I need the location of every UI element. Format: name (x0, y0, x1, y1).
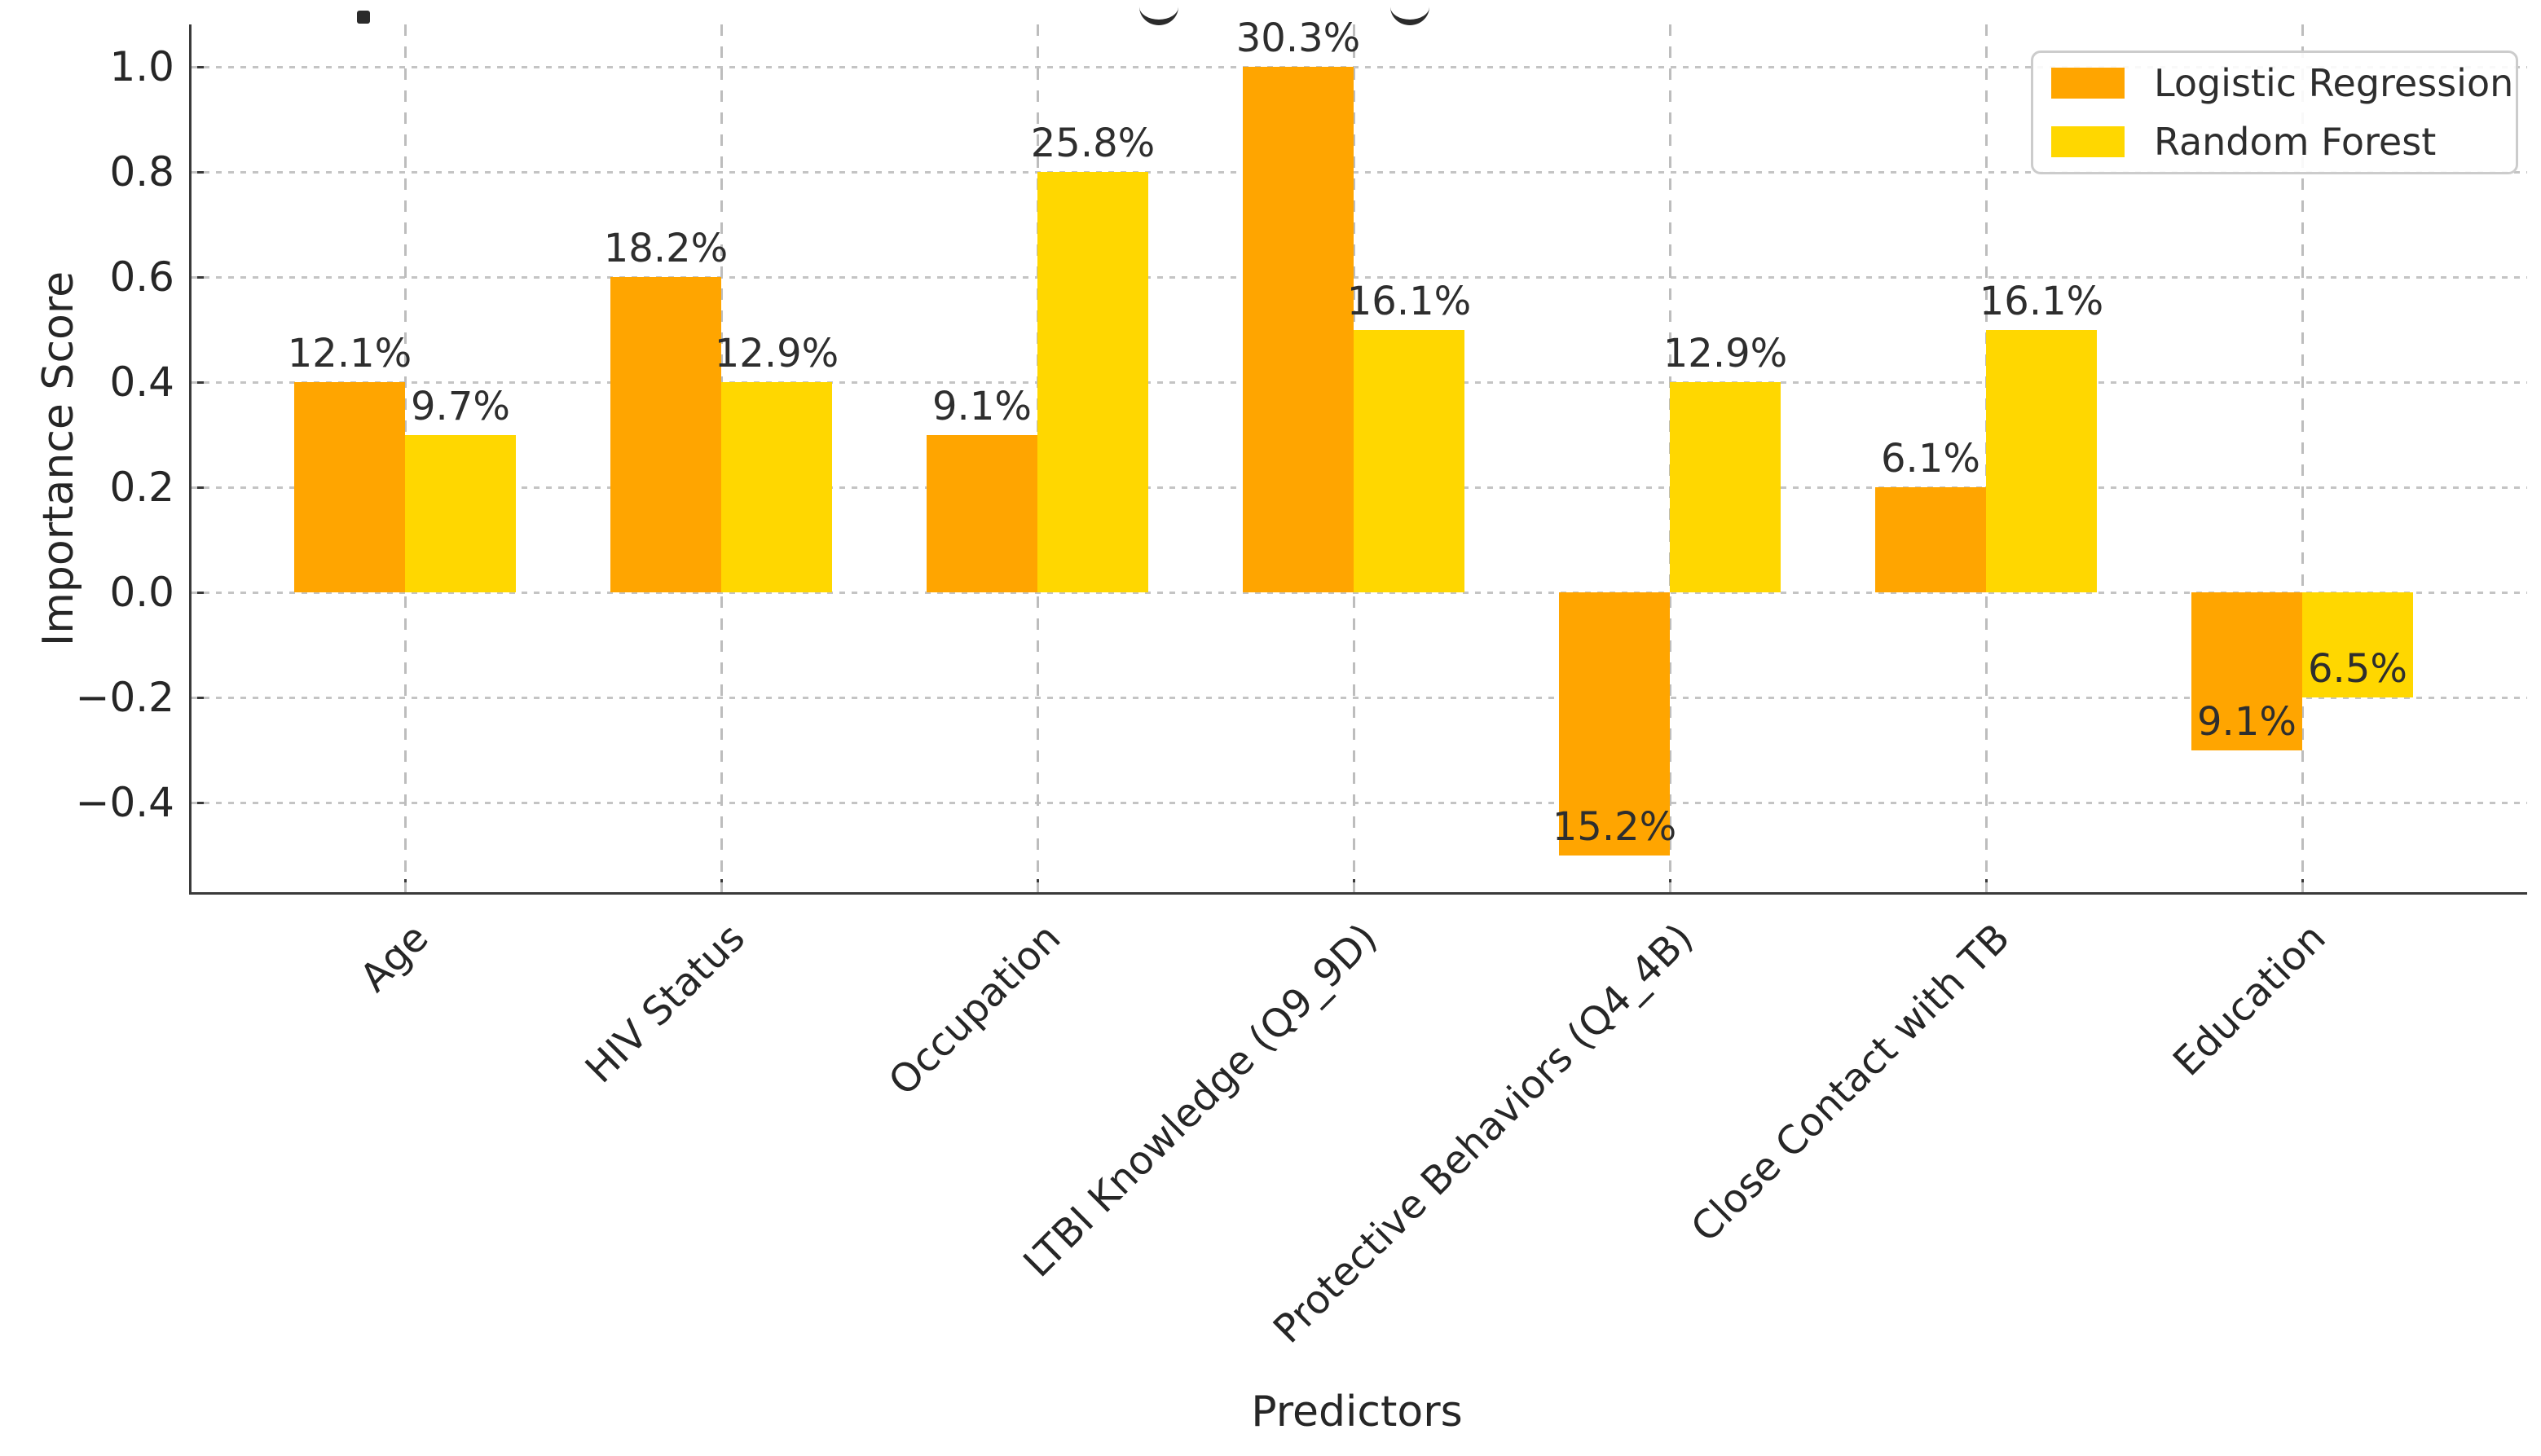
bar-value-label: 25.8% (1030, 121, 1156, 166)
plot-area: 12.1% 18.2% 9.1% 30.3% 15.2% 6.1% 9.1% 9.7% 12.9… (189, 15, 2527, 895)
bar-random-forest (1986, 329, 2097, 592)
cropped-title-remnant (1390, 5, 1429, 25)
y-gridline (192, 66, 2527, 68)
cropped-title-remnant (357, 11, 370, 24)
bar-value-label: 12.9% (1662, 331, 1788, 376)
bar-value-label: 6.5% (2308, 646, 2407, 692)
legend-item-logistic-regression: Logistic Regression (2051, 61, 2513, 105)
bar-random-forest (1670, 382, 1781, 592)
bar-random-forest (2302, 592, 2413, 697)
bar-value-label: 6.1% (1881, 436, 1980, 482)
bar-value-label: 30.3% (1235, 15, 1361, 61)
cropped-title-remnant (1139, 5, 1178, 25)
bar-random-forest (1354, 329, 1464, 592)
y-gridline (192, 802, 2527, 804)
x-axis-title: Predictors (1251, 1388, 1463, 1436)
x-tick-label-text: HIV Status (576, 915, 754, 1093)
x-gridline (2301, 24, 2304, 892)
y-gridline (192, 171, 2527, 174)
y-tick-label: 0.6 (109, 253, 174, 301)
y-gridline (192, 276, 2527, 279)
legend-item-random-forest: Random Forest (2051, 120, 2498, 164)
bar-value-label: 15.2% (1552, 803, 1677, 850)
bar-logistic-regression (1559, 592, 1670, 856)
bar-logistic-regression (294, 382, 405, 592)
y-gridline (192, 697, 2527, 699)
bar-logistic-regression (610, 277, 721, 592)
bar-value-label: 12.9% (714, 331, 839, 376)
y-tick-label: 0.2 (109, 464, 174, 511)
legend-swatch-logistic-regression (2051, 68, 2125, 99)
bar-value-label: 9.1% (2197, 698, 2297, 745)
legend-label-random-forest: Random Forest (2154, 120, 2437, 164)
bar-value-label: 12.1% (287, 331, 412, 376)
bar-logistic-regression (2191, 592, 2302, 750)
y-tick-label: 0.4 (109, 359, 174, 406)
bar-random-forest (721, 382, 832, 592)
bar-value-label: 18.2% (603, 226, 729, 271)
legend-label-logistic-regression: Logistic Regression (2154, 61, 2514, 105)
y-tick-label: 0.0 (109, 569, 174, 616)
bar-logistic-regression (1243, 67, 1354, 592)
bar-value-label: 9.7% (411, 383, 510, 429)
bar-logistic-regression (1875, 487, 1986, 592)
y-tick-label: −0.4 (75, 779, 174, 826)
bar-random-forest (405, 434, 516, 592)
y-tick-label: 0.8 (109, 148, 174, 196)
bar-value-label: 16.1% (1979, 278, 2104, 324)
legend-swatch-random-forest (2051, 126, 2125, 157)
y-gridline (192, 592, 2527, 594)
x-tick-label-text: LTBI Knowledge (Q9_9D) (1015, 915, 1386, 1287)
legend: Logistic Regression Random Forest (2031, 51, 2518, 174)
y-tick-label: −0.2 (75, 674, 174, 721)
bar-random-forest (1037, 172, 1148, 592)
x-tick-label-text: Close Contact with TB (1682, 915, 2019, 1251)
x-tick-label-text: Education (2164, 915, 2335, 1085)
bar-value-label: 16.1% (1346, 278, 1472, 324)
y-tick-label: 1.0 (109, 43, 174, 90)
x-tick-label-text: Occupation (880, 915, 1070, 1105)
x-tick-label-text: Age (351, 915, 438, 1001)
bar-logistic-regression (927, 434, 1037, 592)
bar-value-label: 9.1% (932, 383, 1032, 429)
